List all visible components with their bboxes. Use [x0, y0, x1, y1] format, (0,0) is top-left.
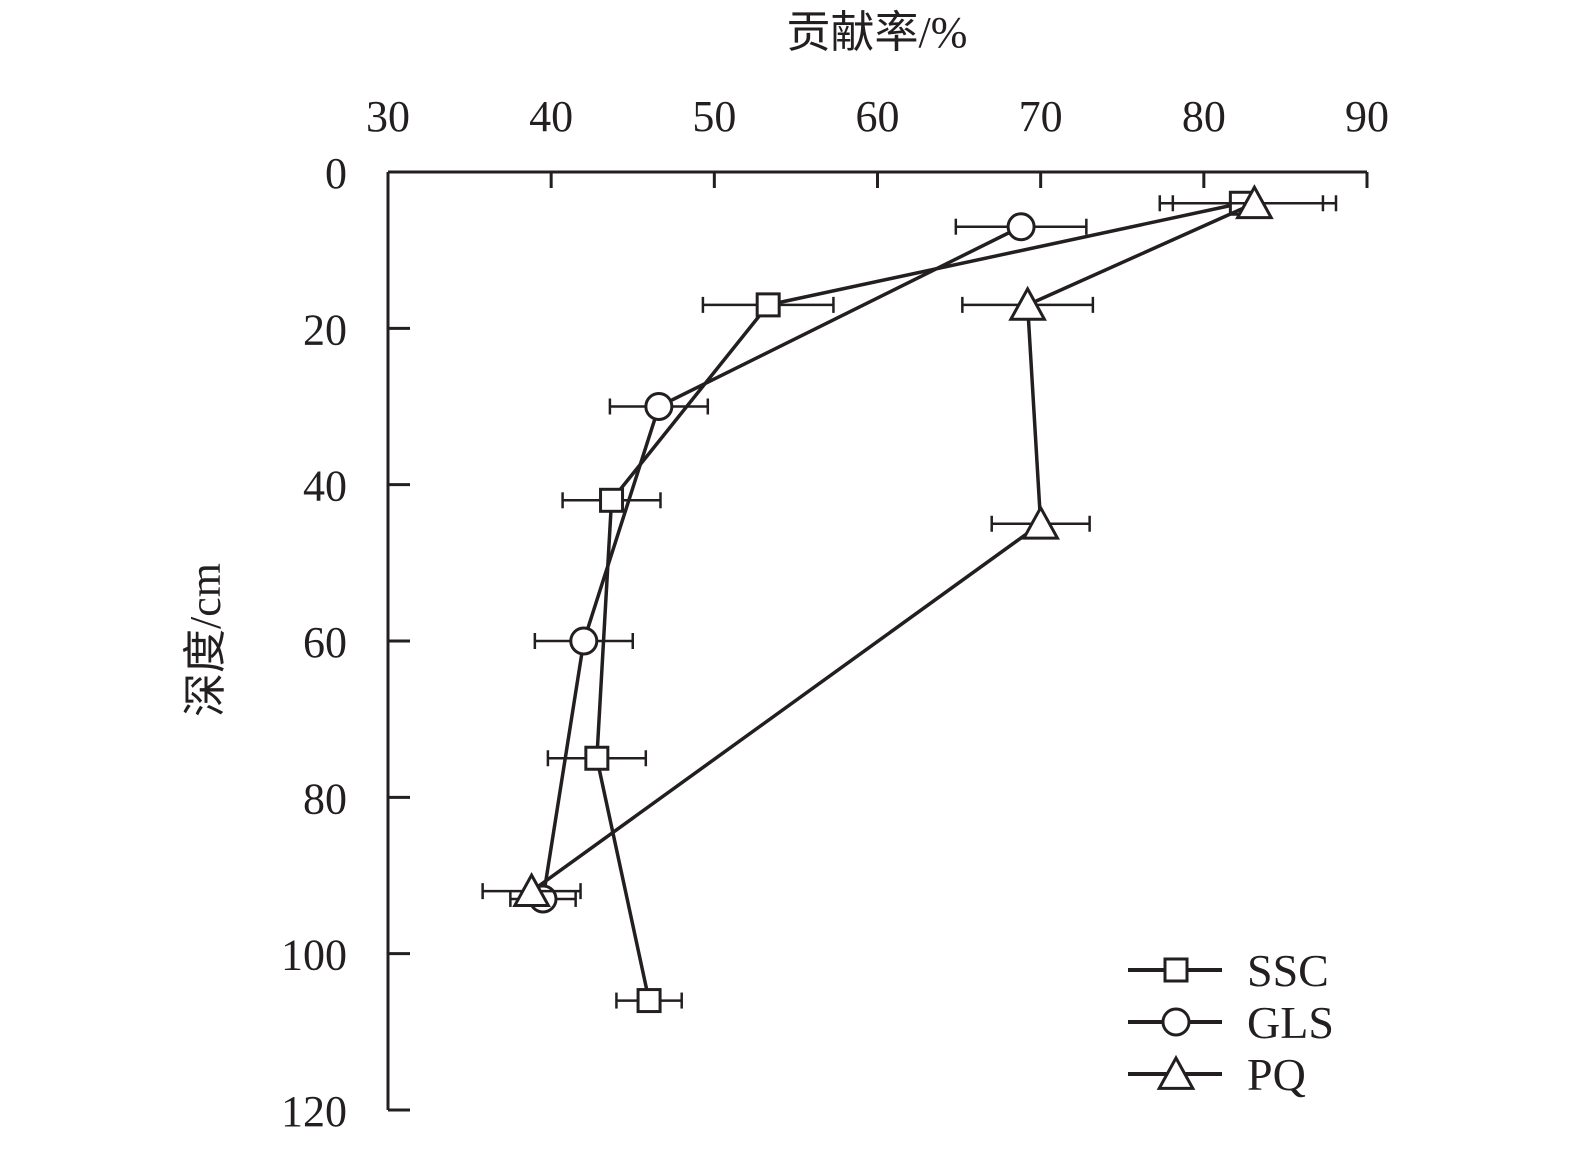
- x-axis-title: 贡献率/%: [787, 8, 968, 57]
- y-tick-label-3: 60: [303, 618, 347, 667]
- legend-item-gls: GLS: [1128, 997, 1334, 1048]
- x-tick-label-2: 50: [692, 92, 736, 141]
- point-gls-1: [644, 392, 674, 421]
- legend-item-ssc: SSC: [1128, 945, 1329, 996]
- legend-marker-pq: [1156, 1054, 1196, 1090]
- legend-marker-gls: [1161, 1007, 1191, 1037]
- axes: 30 40 50 60 70 80 90 0 20 40 60 80 100 120: [281, 92, 1389, 1136]
- series-line-gls: [541, 225, 1022, 900]
- point-gls-0: [1006, 212, 1036, 242]
- series-layer: [481, 184, 1338, 1014]
- legend-marker-ssc: [1163, 957, 1189, 983]
- legend-label-ssc: SSC: [1247, 945, 1329, 996]
- x-tick-label-0: 30: [366, 92, 410, 141]
- point-pq-1: [1008, 285, 1047, 321]
- y-tick-label-0: 0: [325, 149, 347, 198]
- y-tick-label-4: 80: [303, 774, 347, 823]
- y-tick-label-2: 40: [303, 462, 347, 511]
- x-tick-label-4: 70: [1019, 92, 1063, 141]
- point-ssc-2: [599, 487, 625, 513]
- legend-label-gls: GLS: [1247, 997, 1334, 1048]
- point-ssc-4: [636, 988, 662, 1014]
- x-tick-label-5: 80: [1182, 92, 1226, 141]
- series-ssc: [546, 190, 1325, 1014]
- point-pq-3: [512, 872, 551, 908]
- point-pq-0: [1235, 184, 1274, 220]
- point-pq-2: [1021, 504, 1061, 540]
- y-tick-label-5: 100: [281, 931, 347, 980]
- x-tick-label-1: 40: [529, 92, 573, 141]
- y-tick-label-1: 20: [303, 305, 347, 354]
- series-line-ssc: [595, 201, 1242, 1001]
- x-tick-label-6: 90: [1345, 92, 1389, 141]
- legend-label-pq: PQ: [1247, 1049, 1306, 1100]
- series-gls: [509, 212, 1088, 914]
- point-ssc-1: [755, 292, 781, 318]
- legend-item-pq: PQ: [1128, 1049, 1306, 1100]
- series-pq: [481, 184, 1338, 908]
- point-ssc-3: [584, 745, 610, 771]
- x-tick-label-3: 60: [856, 92, 900, 141]
- y-axis-title: 深度/cm: [181, 563, 230, 717]
- point-gls-2: [569, 626, 599, 656]
- y-tick-label-6: 120: [281, 1087, 347, 1136]
- series-line-pq: [530, 201, 1256, 893]
